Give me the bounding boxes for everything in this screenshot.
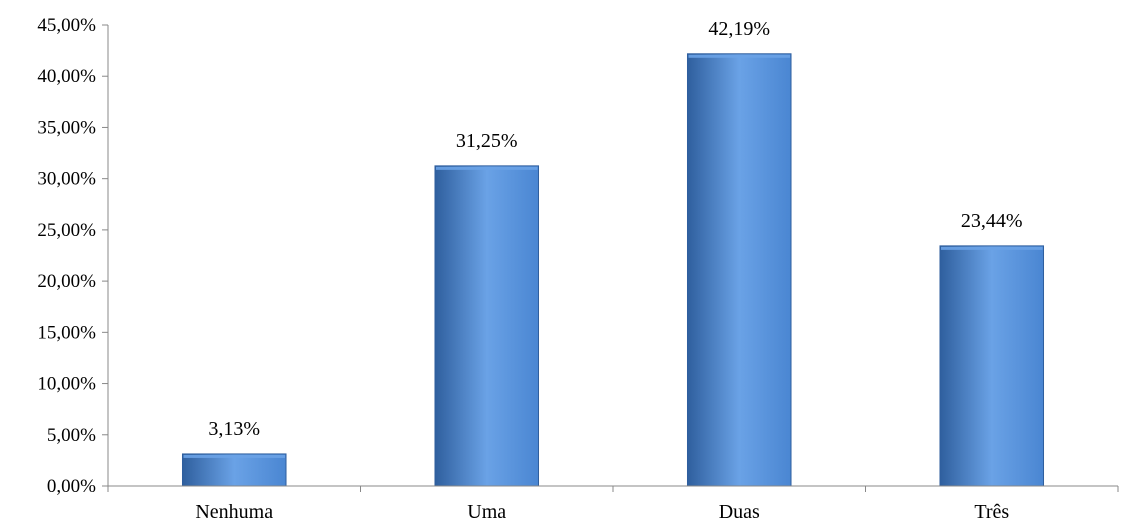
y-tick-label: 35,00%: [37, 117, 96, 138]
x-tick-label: Uma: [467, 501, 506, 523]
data-label: 42,19%: [708, 18, 770, 40]
bar-highlight: [940, 246, 1043, 250]
y-axis-ticks: 0,00% 5,00% 10,00% 15,00% 20,00% 25,00% 30,00%…: [37, 15, 108, 497]
y-tick-label: 5,00%: [47, 425, 96, 446]
bar-duas: [686, 53, 792, 487]
bars: [181, 53, 1045, 487]
data-label: 3,13%: [208, 418, 260, 440]
bar-uma: [434, 165, 540, 487]
bar-highlight: [688, 54, 791, 58]
y-tick-label: 20,00%: [37, 271, 96, 292]
y-tick-label: 30,00%: [37, 169, 96, 190]
y-tick-label: 45,00%: [37, 15, 96, 36]
data-label: 31,25%: [456, 130, 518, 152]
x-tick-label: Nenhuma: [195, 501, 273, 523]
y-tick-label: 25,00%: [37, 220, 96, 241]
y-tick-label: 15,00%: [37, 322, 96, 343]
bar-highlight: [435, 166, 538, 170]
data-labels: 3,13% 31,25% 42,19% 23,44%: [208, 18, 1022, 440]
bar-nenhuma: [181, 453, 287, 487]
bar-highlight: [183, 454, 286, 458]
y-tick-label: 0,00%: [47, 476, 96, 497]
x-tick-label: Duas: [719, 501, 760, 523]
y-tick-label: 10,00%: [37, 374, 96, 395]
data-label: 23,44%: [961, 210, 1023, 232]
y-tick-label: 40,00%: [37, 66, 96, 87]
x-axis-labels: Nenhuma Uma Duas Três: [195, 501, 1009, 523]
x-tick-label: Três: [974, 501, 1009, 523]
bar-três: [939, 245, 1045, 487]
axes: [107, 25, 1119, 492]
